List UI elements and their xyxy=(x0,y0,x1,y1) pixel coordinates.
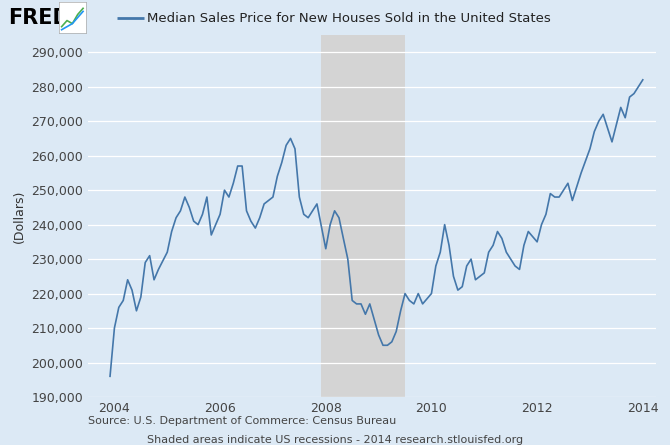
Text: Median Sales Price for New Houses Sold in the United States: Median Sales Price for New Houses Sold i… xyxy=(147,12,551,25)
Y-axis label: (Dollars): (Dollars) xyxy=(13,189,25,243)
Text: FRED: FRED xyxy=(8,8,70,28)
Text: Shaded areas indicate US recessions - 2014 research.stlouisfed.org: Shaded areas indicate US recessions - 20… xyxy=(147,435,523,445)
Bar xyxy=(322,35,405,397)
Text: Source: U.S. Department of Commerce: Census Bureau: Source: U.S. Department of Commerce: Cen… xyxy=(88,416,396,425)
